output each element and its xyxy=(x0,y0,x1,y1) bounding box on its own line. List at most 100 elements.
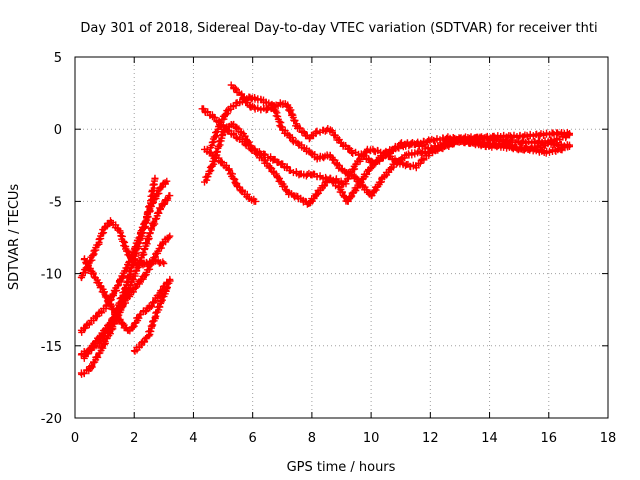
data-point xyxy=(263,154,266,157)
data-point xyxy=(568,143,571,147)
data-point xyxy=(133,275,136,278)
x-tick-label: 14 xyxy=(481,431,498,446)
data-point xyxy=(559,148,562,151)
data-point xyxy=(254,200,257,203)
data-point xyxy=(150,194,154,197)
data-point xyxy=(248,96,251,99)
data-point xyxy=(168,278,171,281)
data-point xyxy=(79,373,83,376)
data-point xyxy=(97,312,100,316)
data-point xyxy=(307,203,311,206)
data-point xyxy=(399,145,402,148)
data-point xyxy=(367,148,370,151)
data-point xyxy=(544,151,547,154)
y-tick-label: -10 xyxy=(41,268,62,283)
data-point xyxy=(109,220,112,223)
data-point xyxy=(518,141,521,144)
data-point xyxy=(553,132,556,135)
data-point xyxy=(153,255,157,258)
x-tick-label: 2 xyxy=(130,431,138,446)
data-point xyxy=(210,145,213,148)
data-point xyxy=(162,262,165,265)
x-tick-label: 6 xyxy=(249,431,257,446)
data-point xyxy=(346,200,349,203)
data-point xyxy=(141,341,145,345)
data-point xyxy=(535,133,539,137)
data-point xyxy=(281,128,284,131)
data-point xyxy=(414,165,417,168)
data-point xyxy=(97,240,100,243)
data-point xyxy=(138,237,142,241)
data-point xyxy=(310,172,314,176)
axis-ticks: 0 2 4 6 8 10 12 14 16 18 -20 -15 -10 -5 0 5 xyxy=(41,51,617,446)
data-point xyxy=(133,324,136,327)
data-point xyxy=(464,136,468,140)
grid xyxy=(75,57,608,418)
data-point xyxy=(144,220,148,223)
x-tick-label: 18 xyxy=(600,431,617,446)
data-point xyxy=(106,335,109,339)
data-point xyxy=(153,315,157,319)
data-point xyxy=(165,286,168,290)
data-point xyxy=(79,330,83,333)
data-point xyxy=(301,174,305,177)
data-point xyxy=(221,130,225,134)
chart-title: Day 301 of 2018, Sidereal Day-to-day VTE… xyxy=(80,21,597,36)
data-point xyxy=(156,295,160,298)
data-point xyxy=(429,148,432,151)
data-point xyxy=(138,312,142,316)
data-point xyxy=(165,180,168,183)
data-point xyxy=(118,309,121,313)
series-markers xyxy=(201,145,260,205)
data-point xyxy=(278,161,281,164)
data-point xyxy=(133,258,136,261)
x-tick-label: 4 xyxy=(189,431,197,446)
data-point xyxy=(162,240,165,243)
data-point xyxy=(79,353,83,356)
data-point xyxy=(307,136,311,140)
data-point xyxy=(144,272,148,275)
y-tick-label: -20 xyxy=(41,412,62,427)
data-point xyxy=(287,191,290,194)
x-tick-label: 12 xyxy=(422,431,439,446)
y-axis-label: SDTVAR / TECUs xyxy=(7,184,22,291)
x-tick-label: 16 xyxy=(541,431,558,446)
plot-frame xyxy=(74,56,609,419)
data-point xyxy=(482,136,485,140)
data-point xyxy=(251,148,254,151)
data-point xyxy=(141,252,145,255)
data-point xyxy=(115,286,118,290)
data-point xyxy=(227,168,231,171)
data-point xyxy=(97,353,100,356)
x-tick-label: 8 xyxy=(308,431,316,446)
data-point xyxy=(248,197,251,200)
data-point xyxy=(500,145,503,148)
data-point xyxy=(159,301,163,304)
data-point xyxy=(355,177,358,180)
data-point xyxy=(292,139,296,142)
data-point xyxy=(100,286,103,290)
data-point xyxy=(88,367,92,371)
data-point xyxy=(82,356,86,359)
data-point xyxy=(168,234,171,238)
data-point xyxy=(316,130,319,134)
data-point xyxy=(304,148,308,151)
x-axis-label: GPS time / hours xyxy=(287,460,396,475)
y-tick-label: 5 xyxy=(54,51,62,66)
data-point xyxy=(257,107,260,111)
data-point xyxy=(316,156,319,160)
data-point xyxy=(136,284,139,287)
data-point xyxy=(88,321,92,324)
data-point xyxy=(242,133,245,137)
data-point xyxy=(236,102,240,105)
data-point xyxy=(227,107,231,111)
data-point xyxy=(287,104,290,108)
data-point xyxy=(405,154,408,157)
data-point xyxy=(429,139,432,142)
data-point xyxy=(328,128,331,131)
data-point xyxy=(298,197,302,200)
data-point xyxy=(88,260,92,264)
data-point xyxy=(100,333,103,336)
data-point xyxy=(515,146,518,150)
